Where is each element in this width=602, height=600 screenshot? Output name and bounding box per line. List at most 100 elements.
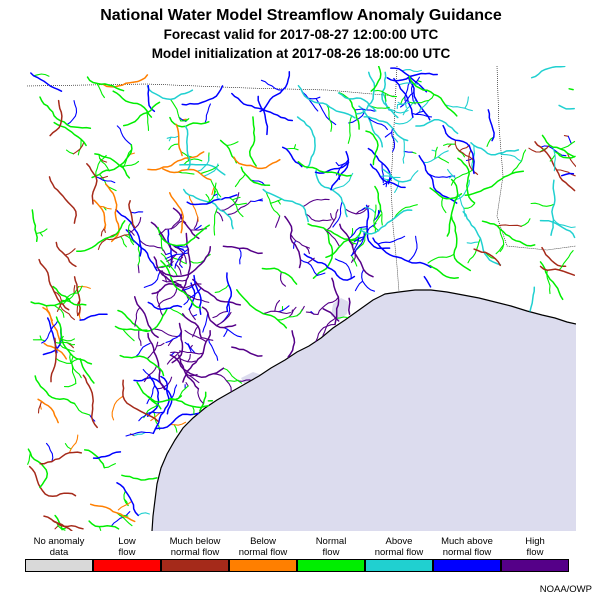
river-segment	[43, 342, 68, 360]
river-segment	[185, 382, 189, 387]
river-segment	[216, 197, 222, 200]
river-segment	[365, 130, 379, 166]
river-segment	[31, 209, 38, 243]
river-segment	[32, 339, 46, 342]
river-segment	[226, 272, 233, 313]
river-segment	[410, 84, 416, 105]
river-segment	[55, 316, 93, 365]
river-segment	[457, 193, 466, 217]
river-segment	[83, 449, 106, 469]
river-segment	[560, 172, 575, 177]
river-segment	[546, 269, 551, 295]
legend-swatch	[501, 559, 569, 572]
river-segment	[172, 207, 200, 240]
river-segment	[88, 520, 120, 530]
river-segment	[185, 373, 200, 384]
river-segment	[444, 104, 473, 112]
legend-swatch	[161, 559, 229, 572]
river-segment	[94, 153, 131, 179]
legend-swatch	[365, 559, 433, 572]
river-segment	[397, 101, 410, 106]
river-segment	[520, 218, 531, 227]
river-segment	[262, 310, 291, 315]
river-segment	[288, 306, 297, 318]
river-segment	[407, 235, 418, 262]
river-segment	[393, 77, 414, 118]
river-segment	[180, 151, 193, 158]
river-segment	[344, 205, 370, 215]
river-segment	[372, 237, 432, 269]
river-segment	[452, 179, 471, 202]
river-segment	[391, 127, 396, 152]
river-segment	[160, 252, 178, 277]
river-segment	[151, 283, 182, 295]
river-segment	[158, 228, 166, 235]
river-segment	[146, 110, 150, 132]
river-segment	[431, 149, 437, 152]
river-segment	[170, 98, 182, 122]
river-segment	[188, 194, 199, 222]
river-segment	[305, 213, 332, 222]
river-segment	[250, 179, 266, 187]
river-segment	[150, 221, 178, 254]
river-segment	[400, 96, 406, 105]
river-segment	[55, 241, 77, 268]
river-segment	[367, 116, 388, 131]
river-segment	[499, 228, 505, 253]
river-segment	[79, 313, 108, 321]
river-segment	[335, 316, 349, 319]
river-segment	[331, 172, 354, 191]
river-segment	[146, 341, 159, 360]
river-segment	[189, 344, 193, 350]
river-segment	[93, 199, 107, 230]
river-segment	[184, 329, 207, 343]
river-segment	[384, 131, 393, 138]
river-segment	[558, 250, 574, 271]
river-segment	[411, 112, 433, 118]
river-segment	[117, 500, 133, 511]
river-segment	[137, 512, 150, 516]
river-segment	[164, 252, 189, 260]
river-segment	[530, 66, 566, 79]
river-segment	[89, 503, 136, 523]
river-segment	[297, 84, 356, 119]
river-segment	[457, 157, 476, 204]
river-segment	[77, 286, 91, 289]
river-segment	[175, 263, 182, 276]
river-segment	[416, 80, 422, 83]
river-segment	[353, 235, 366, 243]
river-segment	[369, 163, 406, 189]
river-segment	[62, 286, 80, 305]
river-segment	[402, 99, 417, 116]
river-segment	[54, 341, 72, 345]
river-segment	[27, 452, 31, 465]
river-segment	[394, 116, 414, 125]
river-segment	[157, 287, 178, 308]
map-title: National Water Model Streamflow Anomaly …	[100, 7, 502, 24]
river-segment	[115, 208, 142, 257]
river-segment	[237, 379, 251, 382]
river-segment	[318, 102, 337, 126]
river-segment	[95, 154, 107, 177]
river-segment	[182, 188, 234, 230]
river-segment	[200, 337, 214, 341]
river-segment	[370, 66, 382, 92]
river-segment	[179, 358, 197, 363]
river-segment	[257, 95, 269, 136]
river-segment	[58, 335, 64, 344]
river-segment	[317, 296, 339, 316]
river-segment	[363, 115, 409, 142]
river-segment	[332, 200, 343, 228]
river-segment	[261, 267, 298, 285]
river-segment	[30, 72, 63, 92]
river-segment	[377, 235, 406, 245]
river-segment	[495, 243, 505, 255]
river-segment	[204, 103, 211, 124]
river-segment	[213, 193, 219, 197]
river-segment	[122, 379, 159, 422]
river-segment	[339, 223, 374, 278]
river-segment	[123, 490, 129, 507]
river-segment	[305, 311, 319, 316]
river-segment	[473, 248, 501, 267]
river-segment	[314, 161, 350, 174]
